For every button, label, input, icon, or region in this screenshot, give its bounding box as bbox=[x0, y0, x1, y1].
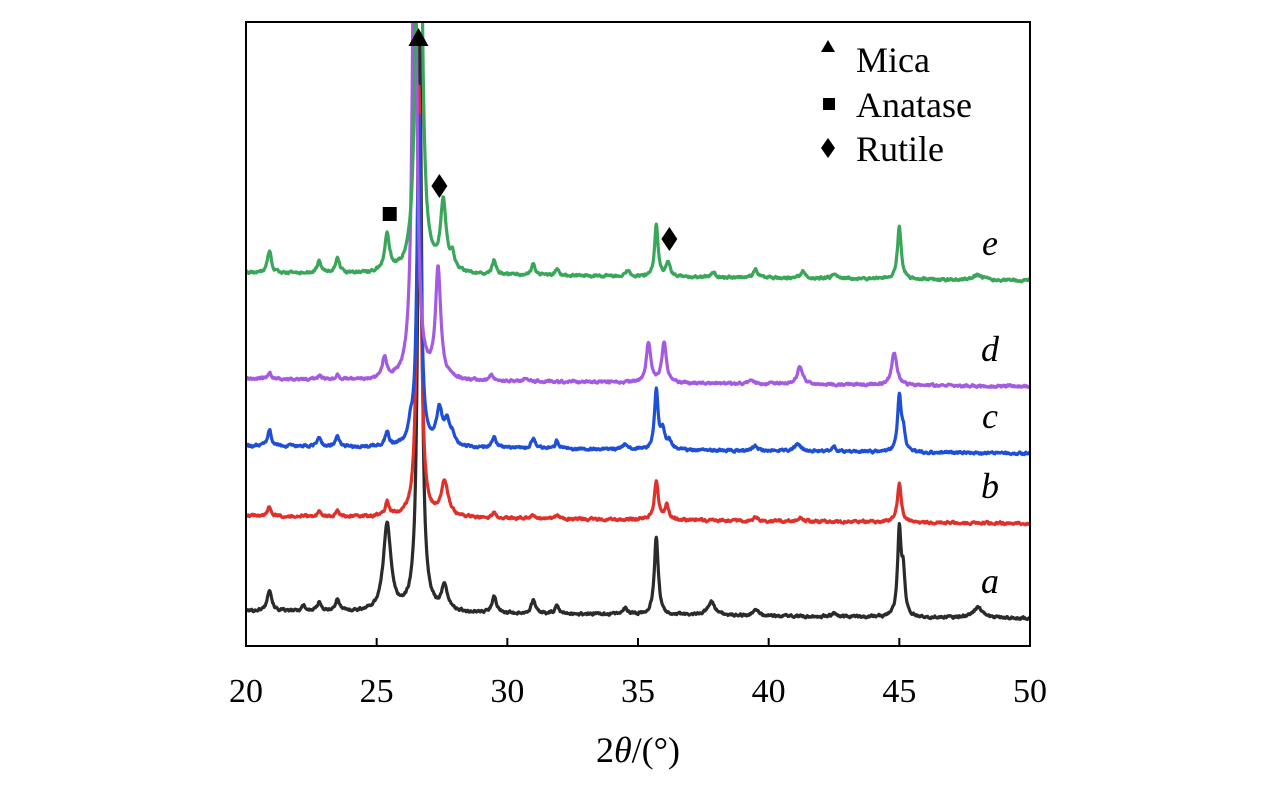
traces-group bbox=[246, 22, 1030, 622]
legend-anatase-square-icon bbox=[823, 98, 835, 110]
legend-anatase-label: Anatase bbox=[856, 85, 972, 125]
legend: Mica Anatase Rutile bbox=[821, 40, 972, 169]
series-a-trace bbox=[246, 44, 1030, 622]
x-axis-ticks bbox=[245, 638, 1031, 646]
series-labels: a bcd e bbox=[981, 223, 1000, 601]
anatase-marker-square-icon-1 bbox=[382, 207, 397, 221]
series-d-trace bbox=[246, 22, 1030, 389]
x-tick-label-20: 20 bbox=[229, 673, 263, 710]
legend-mica-triangle-icon bbox=[821, 40, 835, 52]
series-label-d: d bbox=[981, 329, 1000, 369]
series-e-trace bbox=[246, 22, 1030, 284]
mica-marker-triangle-icon-0 bbox=[408, 28, 429, 46]
x-tick-label-50: 50 bbox=[1013, 673, 1047, 710]
series-label-a: a bbox=[981, 561, 999, 601]
x-tick-label-25: 25 bbox=[360, 673, 394, 710]
x-tick-label-30: 30 bbox=[490, 673, 524, 710]
series-label-e: e bbox=[982, 223, 998, 263]
phase-markers bbox=[382, 28, 678, 251]
x-tick-label-35: 35 bbox=[621, 673, 655, 710]
series-label-b: b bbox=[981, 466, 999, 506]
x-tick-label-45: 45 bbox=[882, 673, 916, 710]
rutile-marker-diamond-icon-3 bbox=[661, 227, 678, 251]
x-tick-label-40: 40 bbox=[752, 673, 786, 710]
legend-mica-label: Mica bbox=[856, 40, 930, 80]
x-axis-tick-labels: 20 25 30 35 40 45 50 bbox=[229, 673, 1047, 710]
x-axis-title: 2θ/(°) bbox=[596, 730, 680, 770]
rutile-marker-diamond-icon-2 bbox=[431, 174, 448, 198]
legend-rutile-diamond-icon bbox=[821, 138, 835, 158]
series-label-c: c bbox=[982, 396, 998, 436]
series-c-trace bbox=[246, 113, 1030, 457]
series-b-trace bbox=[246, 84, 1030, 527]
legend-rutile-label: Rutile bbox=[856, 129, 944, 169]
